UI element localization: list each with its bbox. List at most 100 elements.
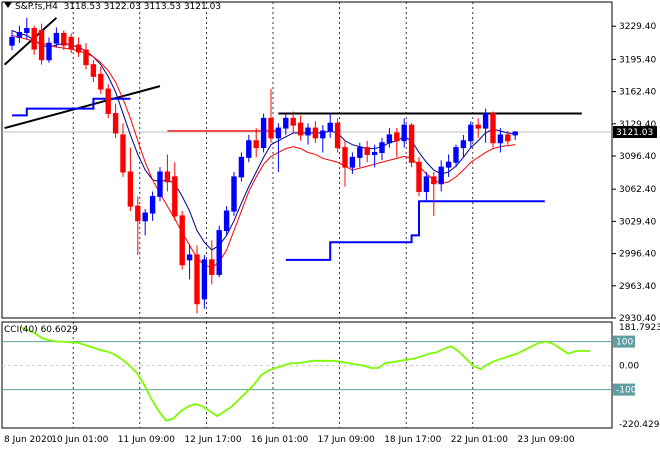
- candle-body: [379, 142, 385, 153]
- cci-scale-label: 0.00: [619, 362, 639, 372]
- candle-body: [90, 64, 97, 77]
- price-tick-label: 3096.40: [619, 152, 656, 162]
- candle-body: [460, 140, 467, 149]
- candle-body: [201, 259, 208, 300]
- candle-body: [268, 117, 274, 139]
- candle-body: [246, 140, 252, 158]
- candle-body: [68, 36, 74, 50]
- candle-body: [371, 151, 378, 155]
- support-line-3: [12, 97, 131, 117]
- collapse-triangle-icon[interactable]: [4, 2, 12, 8]
- current-price-tag: [613, 125, 657, 138]
- time-axis-label: 11 Jun 09:00: [118, 435, 175, 445]
- trendline-0: [3, 17, 58, 66]
- time-axis-label: 16 Jun 01:00: [251, 435, 308, 445]
- candle-body: [75, 44, 82, 53]
- candle-body: [342, 147, 348, 168]
- time-axis-label: 23 Jun 09:00: [517, 435, 574, 445]
- price-pane-frame: [1, 1, 613, 319]
- price-tick-label: 3062.40: [619, 185, 656, 195]
- price-tick-label: 3162.40: [619, 88, 656, 98]
- candle-body: [127, 171, 134, 207]
- candle-body: [179, 215, 185, 266]
- candle-body: [194, 254, 200, 305]
- candle-body: [260, 117, 267, 149]
- cci-level-tag: [613, 383, 635, 396]
- candle-body: [401, 124, 407, 142]
- candle-body: [497, 134, 504, 144]
- candle-body: [209, 259, 215, 275]
- candle-body: [142, 212, 148, 222]
- candle-body: [475, 124, 481, 129]
- candle-body: [38, 29, 45, 61]
- candle-body: [149, 195, 156, 214]
- candle-body: [164, 171, 171, 183]
- time-axis-label: 17 Jun 09:00: [318, 435, 375, 445]
- candle-body: [231, 176, 237, 212]
- candle-body: [490, 112, 496, 144]
- candle-body: [283, 117, 289, 129]
- cci-level-tag-text: -100: [616, 386, 637, 396]
- cci-scale-label: 181.7923: [619, 323, 660, 333]
- candle-body: [364, 147, 370, 155]
- candle-body: [320, 130, 326, 139]
- candle-body: [453, 147, 459, 163]
- cci-level-tag-text: 100: [616, 338, 633, 348]
- candle-body: [98, 73, 104, 90]
- price-tick-label: 2963.40: [619, 282, 656, 292]
- candle-body: [275, 127, 282, 139]
- support-line-2: [285, 200, 545, 261]
- ohlc-readout: 3118.53 3122.03 3113.53 3121.03: [63, 2, 222, 12]
- cci-scale-label: -220.4292: [619, 420, 660, 430]
- moving-average-1: [11, 30, 516, 251]
- candle-body: [46, 42, 52, 61]
- candle-body: [349, 156, 356, 168]
- time-axis-label: 10 Jun 01:00: [51, 435, 108, 445]
- candle-body: [31, 28, 37, 50]
- candle-body: [216, 230, 222, 275]
- indicator-pane-frame: [1, 321, 613, 429]
- candle-body: [312, 127, 319, 139]
- time-axis-label: 22 Jun 01:00: [451, 435, 508, 445]
- candle-body: [431, 176, 437, 185]
- price-tick-label: 2996.40: [619, 250, 656, 260]
- candle-body: [24, 28, 30, 33]
- indicator-header: CCI(40) 60.6029: [4, 325, 78, 335]
- price-tick-label: 2930.40: [619, 314, 656, 324]
- candle-body: [482, 112, 489, 129]
- candle-body: [253, 140, 259, 149]
- cci-line: [19, 326, 591, 422]
- cci-level-tag: [613, 335, 635, 348]
- indicator-value: 60.6029: [40, 325, 78, 335]
- candle-body: [386, 134, 393, 144]
- candle-body: [157, 171, 163, 197]
- candle-body: [438, 166, 444, 185]
- current-price-tag-text: 3121.03: [616, 128, 653, 138]
- candle-body: [135, 205, 141, 222]
- candle-body: [16, 31, 23, 38]
- time-axis-label: 12 Jun 17:00: [184, 435, 241, 445]
- candle-body: [223, 210, 230, 232]
- candle-body: [423, 176, 430, 193]
- candle-body: [505, 134, 511, 142]
- candle-body: [327, 122, 333, 132]
- candle-body: [61, 32, 67, 46]
- candle-body: [334, 122, 341, 149]
- candle-body: [445, 161, 452, 168]
- candle-body: [468, 124, 474, 142]
- candle-body: [105, 88, 111, 114]
- candle-body: [172, 176, 178, 217]
- candle-body: [290, 117, 296, 126]
- symbol-label: S&P.fs,H4: [15, 2, 58, 12]
- candle-body: [305, 127, 311, 136]
- candle-body: [512, 131, 518, 136]
- time-axis-label: 18 Jun 17:00: [384, 435, 441, 445]
- price-tick-label: 3029.40: [619, 217, 656, 227]
- candle-body: [53, 32, 60, 44]
- candle-body: [394, 132, 400, 142]
- candle-body: [83, 49, 89, 66]
- price-tick-label: 3195.40: [619, 55, 656, 65]
- candle-body: [238, 156, 245, 178]
